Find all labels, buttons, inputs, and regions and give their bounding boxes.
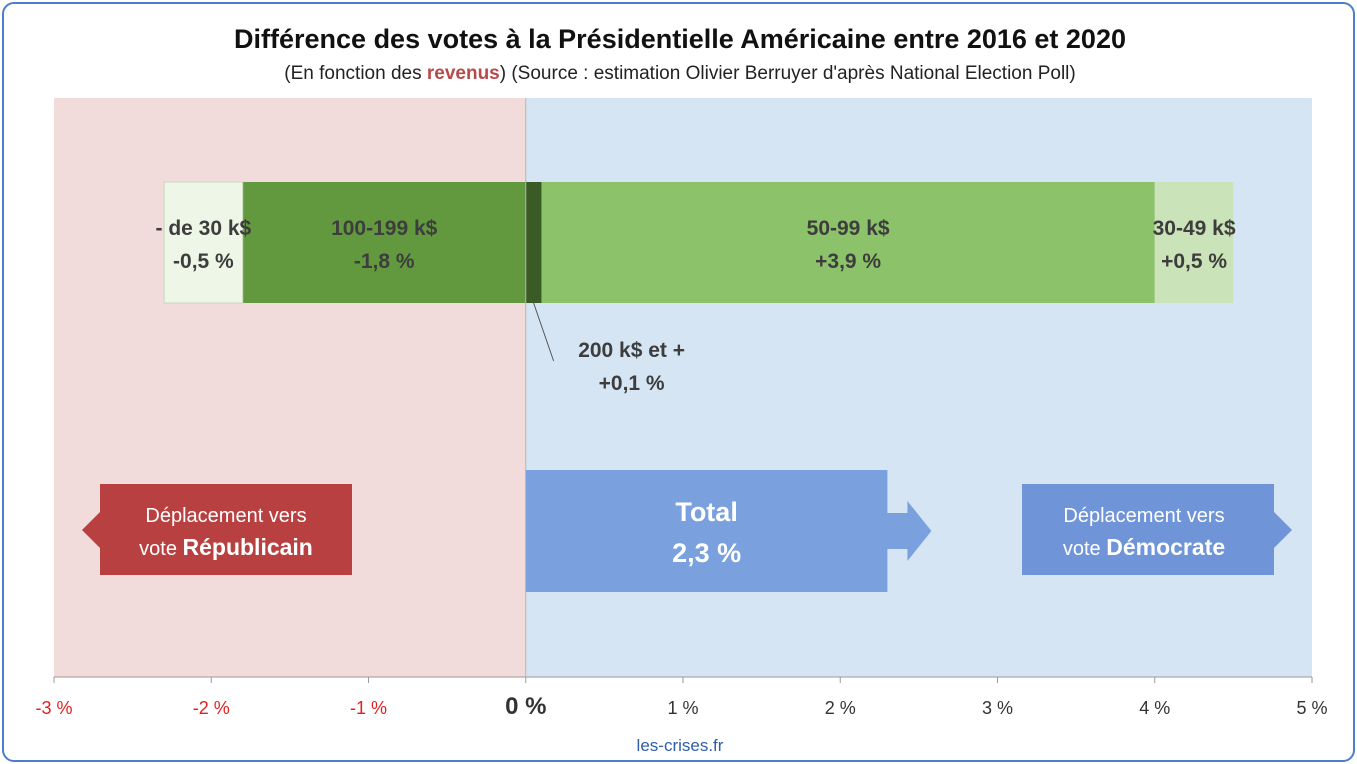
- segment-value-30-49-k: +0,5 %: [1161, 250, 1227, 273]
- x-tick-label-0: 0 %: [505, 693, 546, 720]
- bar-segment-50-99-k: [541, 182, 1155, 303]
- chart-title: Différence des votes à la Présidentielle…: [234, 24, 1126, 54]
- democrat-callout-bold: Démocrate: [1106, 534, 1225, 560]
- democrat-callout-line1: Déplacement vers: [1063, 505, 1224, 527]
- bar-segment-200-k-et: [525, 182, 542, 303]
- total-value: 2,3 %: [672, 538, 741, 568]
- segment-category-30-49-k: 30-49 k$: [1153, 217, 1236, 240]
- bar-segment-100-199-k: [242, 182, 526, 303]
- stacked-bar: [163, 181, 1234, 304]
- republican-callout: Déplacement vers vote Républicain: [82, 484, 352, 575]
- republican-callout-bold: Républicain: [183, 534, 313, 560]
- segment-value-de-30-k: -0,5 %: [173, 250, 234, 273]
- segment-labels: 100-199 k$ -1,8 % - de 30 k$ -0,5 % 200 k$ e…: [156, 217, 1236, 395]
- democrat-callout-prefix: vote: [1063, 538, 1106, 560]
- segment-category-100-199-k: 100-199 k$: [331, 217, 438, 240]
- segment-value-50-99-k: +3,9 %: [815, 250, 881, 273]
- subtitle-before: (En fonction des: [284, 63, 427, 84]
- x-tick-label-2: 2 %: [825, 698, 856, 718]
- republican-callout-box: [82, 484, 352, 575]
- total-callout: Total 2,3 %: [525, 470, 932, 592]
- x-tick-label-1: 1 %: [667, 698, 698, 718]
- segment-category-de-30-k: - de 30 k$: [156, 217, 252, 240]
- total-callout-box: [525, 470, 932, 592]
- x-tick-label--2: -2 %: [193, 698, 230, 718]
- bar-segment-30-49-k: [1154, 182, 1234, 303]
- republican-callout-line2: vote Républicain: [139, 534, 313, 560]
- segment-leader-200-k-et: [533, 302, 555, 362]
- x-tick-label-4: 4 %: [1139, 698, 1170, 718]
- x-axis-labels: -3 % -2 % -1 % 0 % 1 % 2 % 3 % 4 % 5 %: [35, 693, 1327, 720]
- republican-callout-prefix: vote: [139, 538, 182, 560]
- segment-category-200-k-et: 200 k$ et +: [578, 339, 685, 362]
- democrat-callout: Déplacement vers vote Démocrate: [1022, 484, 1292, 575]
- total-label: Total: [675, 497, 738, 527]
- x-tick-label-3: 3 %: [982, 698, 1013, 718]
- source-credit: les-crises.fr: [637, 736, 724, 755]
- x-tick-label-5: 5 %: [1296, 698, 1327, 718]
- democrat-callout-box: [1022, 484, 1292, 575]
- segment-category-50-99-k: 50-99 k$: [807, 217, 890, 240]
- segment-value-100-199-k: -1,8 %: [354, 250, 415, 273]
- segment-value-200-k-et: +0,1 %: [599, 372, 665, 395]
- republican-callout-line1: Déplacement vers: [145, 505, 306, 527]
- x-tick-label--1: -1 %: [350, 698, 387, 718]
- bar-segment-de-30-k: [163, 181, 244, 304]
- chart-canvas: Différence des votes à la Présidentielle…: [35, 24, 1327, 755]
- subtitle-highlight: revenus: [427, 63, 500, 84]
- chart-subtitle: (En fonction des revenus) (Source : esti…: [284, 63, 1075, 84]
- democrat-callout-line2: vote Démocrate: [1063, 534, 1225, 560]
- subtitle-after: ) (Source : estimation Olivier Berruyer …: [500, 63, 1076, 84]
- x-tick-label--3: -3 %: [35, 698, 72, 718]
